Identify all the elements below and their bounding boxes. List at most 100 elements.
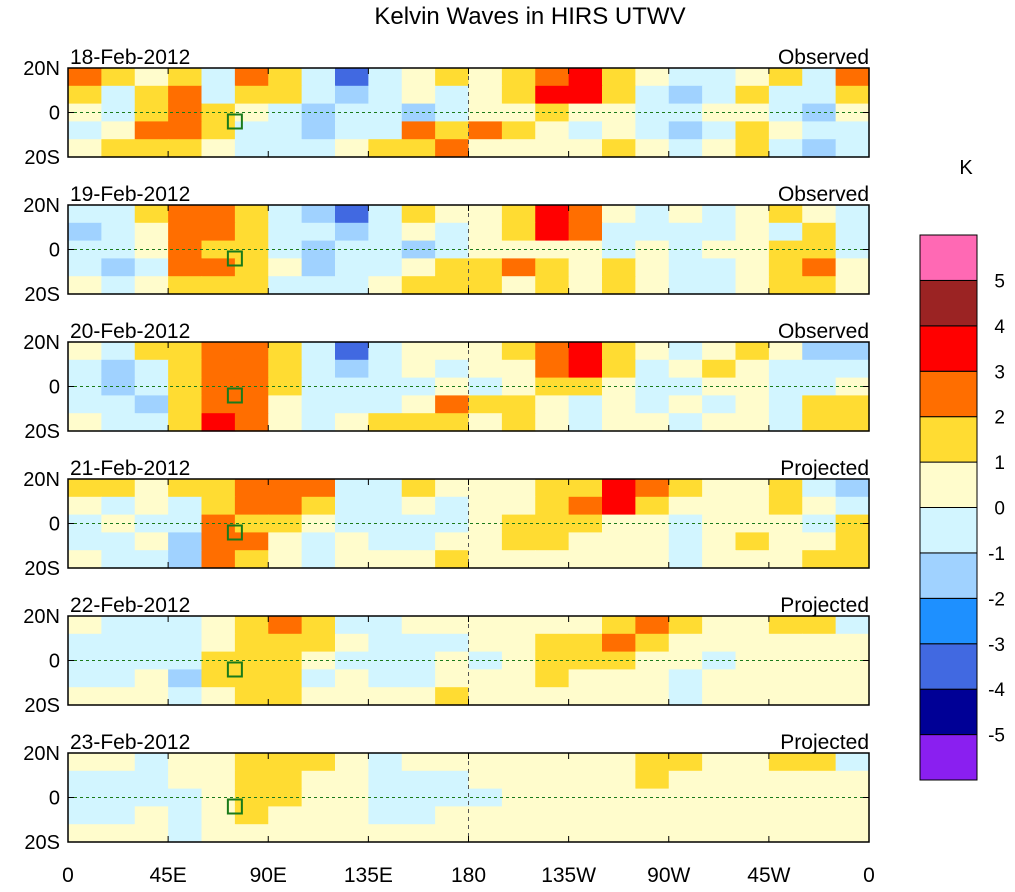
heatmap-cell [468, 479, 503, 498]
heatmap-cell [602, 770, 636, 790]
heatmap-cell [101, 479, 136, 498]
heatmap-cell [435, 276, 470, 295]
heatmap-cell [702, 550, 737, 569]
heatmap-cell [401, 258, 436, 277]
heatmap-cell [335, 413, 369, 432]
heatmap-cell [568, 479, 603, 498]
heatmap-cell [335, 342, 369, 361]
panel-date: 20-Feb-2012 [70, 320, 190, 343]
heatmap-cell [168, 68, 203, 87]
heatmap-cell [835, 753, 870, 772]
heatmap-cell [568, 496, 603, 516]
heatmap-cell [201, 616, 236, 635]
heatmap-cell [802, 633, 837, 653]
heatmap-cell [301, 770, 336, 790]
heatmap-cell [768, 276, 803, 295]
heatmap-cell [702, 85, 737, 105]
colorbar-box [919, 370, 978, 418]
heatmap-cell [335, 496, 369, 516]
colorbar-label: 2 [994, 408, 1005, 429]
heatmap-cell [335, 806, 369, 825]
heatmap-cell [602, 687, 636, 706]
heatmap-cell [702, 395, 737, 414]
heatmap-cell [134, 753, 169, 772]
heatmap-cell [835, 342, 870, 361]
heatmap-cell [501, 395, 536, 414]
heatmap-cell [435, 616, 470, 635]
heatmap-cell [568, 616, 603, 635]
heatmap-cell [568, 68, 603, 87]
heatmap-cell [168, 824, 203, 843]
heatmap-cell [501, 276, 536, 295]
heatmap-cell [768, 824, 803, 843]
heatmap-cell [835, 377, 870, 396]
heatmap-cell [234, 550, 269, 569]
heatmap-cell [635, 276, 670, 295]
heatmap-cell [268, 139, 303, 158]
heatmap-cell [101, 342, 136, 361]
heatmap-cell [468, 222, 503, 242]
heatmap-cell [602, 824, 636, 843]
heatmap-cell [702, 806, 737, 825]
colorbar-box [919, 688, 978, 736]
heatmap-cell [535, 121, 570, 140]
heatmap-cell [234, 121, 269, 140]
heatmap-cell [835, 669, 870, 688]
heatmap-cell [368, 377, 403, 396]
heatmap-cell [668, 514, 703, 533]
heatmap-cell [234, 395, 269, 414]
heatmap-cell [668, 687, 703, 706]
heatmap-cell [602, 222, 636, 242]
heatmap-cell [468, 532, 503, 551]
heatmap-cell [501, 479, 536, 498]
heatmap-cell [735, 205, 770, 224]
heatmap-cell [268, 669, 303, 688]
heatmap-cell [301, 205, 336, 224]
heatmap-cell [768, 651, 803, 670]
heatmap-cell [668, 342, 703, 361]
heatmap-cell [535, 139, 570, 158]
heatmap-cell [68, 258, 102, 277]
heatmap-cell [168, 85, 203, 105]
heatmap-cell [368, 121, 403, 140]
heatmap-cell [268, 222, 303, 242]
colorbar-box [919, 416, 978, 463]
heatmap-cell [568, 669, 603, 688]
heatmap-cell [802, 479, 837, 498]
heatmap-cell [602, 342, 636, 361]
y-tick-label: 20S [24, 147, 60, 169]
heatmap-cell [535, 395, 570, 414]
heatmap-cell [468, 496, 503, 516]
heatmap-cell [68, 377, 102, 396]
heatmap-cell [268, 496, 303, 516]
heatmap-cell [401, 121, 436, 140]
heatmap-cell [234, 359, 269, 379]
heatmap-cell [368, 395, 403, 414]
heatmap-cell [68, 616, 102, 635]
heatmap-cell [635, 68, 670, 87]
heatmap-cell [368, 85, 403, 105]
heatmap-cell [301, 514, 336, 533]
heatmap-cell [301, 753, 336, 772]
heatmap-cell [134, 103, 169, 122]
heatmap-cell [134, 788, 169, 807]
colorbar-box [919, 325, 978, 372]
heatmap-cell [201, 824, 236, 843]
heatmap-cell [134, 770, 169, 790]
heatmap-cell [368, 616, 403, 635]
x-tick-label: 0 [863, 864, 875, 887]
panel-status: Observed [778, 320, 869, 343]
heatmap-cell [468, 651, 503, 670]
heatmap-cell [301, 479, 336, 498]
heatmap-cell [468, 359, 503, 379]
heatmap-cell [335, 633, 369, 653]
heatmap-cell [435, 121, 470, 140]
heatmap-cell [301, 377, 336, 396]
heatmap-cell [435, 687, 470, 706]
heatmap-cell [401, 669, 436, 688]
heatmap-cell [535, 103, 570, 122]
heatmap-cell [134, 687, 169, 706]
heatmap-cell [168, 103, 203, 122]
heatmap-cell [768, 139, 803, 158]
heatmap-cell [268, 479, 303, 498]
